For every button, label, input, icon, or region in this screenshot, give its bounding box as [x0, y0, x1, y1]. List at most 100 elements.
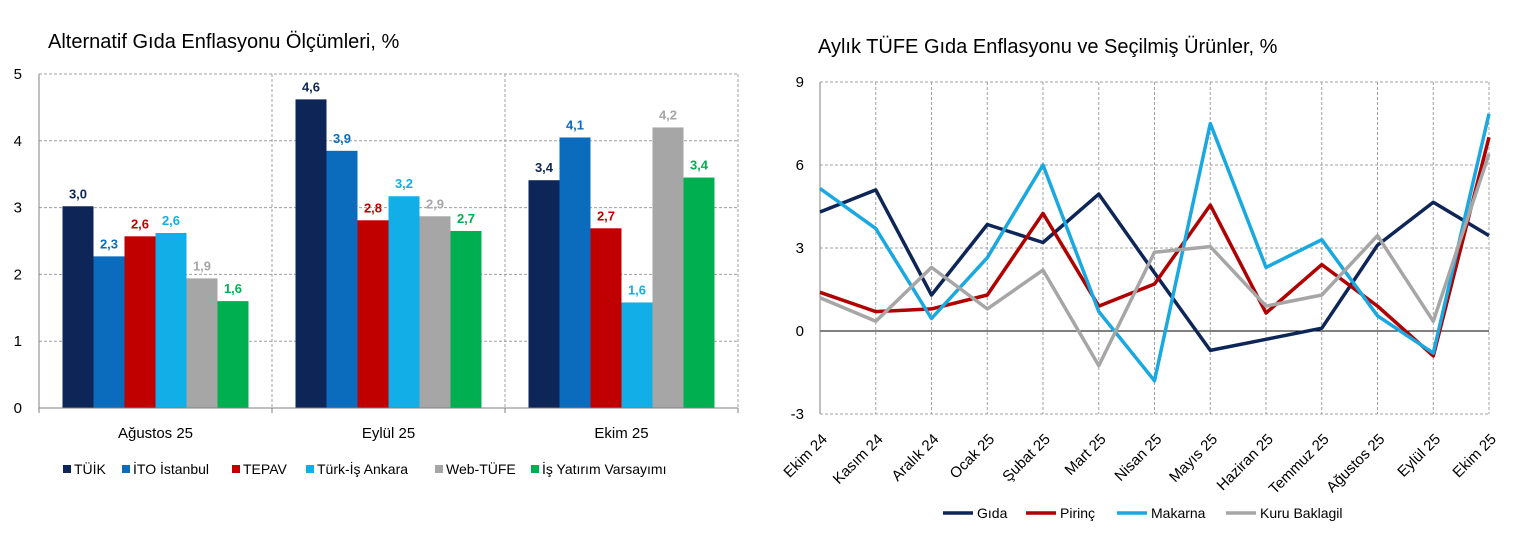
legend-swatch — [531, 465, 539, 473]
series-line-pirinc — [819, 136, 1491, 358]
legend-swatch — [232, 465, 240, 473]
legend-swatch — [306, 465, 314, 473]
legend-item-pirinc: Pirinç — [1026, 505, 1095, 521]
x-category-label: Temmuz 25 — [1266, 431, 1333, 498]
bar-is-yatirim-varsayimi-agustos-25 — [217, 301, 249, 408]
data-label: 3,2 — [395, 176, 413, 191]
data-label: 3,4 — [690, 158, 709, 173]
bar-tuik-eylul-25 — [295, 99, 327, 408]
legend-label: İş Yatırım Varsayımı — [542, 460, 666, 477]
y-tick-label: 0 — [14, 400, 22, 417]
line-chart-gridlines — [820, 81, 1490, 415]
bar-ito-istanbul-agustos-25 — [93, 256, 125, 408]
legend-label: Gıda — [977, 505, 1008, 521]
bar-ito-istanbul-eylul-25 — [326, 150, 358, 408]
bar-chart-y-axis: 0 1 2 3 4 5 — [14, 66, 40, 417]
legend-label: Pirinç — [1060, 505, 1095, 521]
x-category-label: Aralık 24 — [888, 431, 942, 485]
data-label: 3,9 — [333, 131, 351, 146]
x-category-label: Ocak 25 — [947, 431, 999, 483]
data-label: 2,3 — [100, 236, 118, 251]
line-chart-series — [818, 113, 1491, 383]
legend-item-web-tufe: Web-TÜFE — [435, 460, 516, 477]
legend-item-gida: Gıda — [943, 505, 1008, 521]
legend-swatch — [63, 465, 71, 473]
legend-item-kuru-baklagil: Kuru Baklagil — [1226, 505, 1343, 521]
bar-turk-is-ankara-agustos-25 — [155, 232, 187, 408]
y-tick-label: 2 — [14, 266, 22, 283]
x-category-label: Kasım 24 — [830, 431, 887, 488]
legend-item-turk-is-ankara: Türk-İş Ankara — [306, 460, 408, 477]
bar-turk-is-ankara-ekim-25 — [621, 302, 653, 408]
bar-chart-x-axis: Ağustos 25 Eylül 25 Ekim 25 — [38, 407, 739, 442]
x-category-label: Ağustos 25 — [1323, 431, 1388, 496]
legend-label: TÜİK — [74, 460, 107, 477]
bar-is-yatirim-varsayimi-ekim-25 — [683, 177, 715, 408]
data-label: 2,7 — [597, 208, 615, 223]
y-tick-label: 9 — [796, 74, 804, 91]
legend-swatch — [435, 465, 443, 473]
legend-label: TEPAV — [243, 461, 287, 477]
series-line-makarna — [818, 113, 1491, 383]
x-category-label: Ekim 25 — [1449, 431, 1499, 481]
data-label: 2,7 — [457, 211, 475, 226]
line-chart: Aylık TÜFE Gıda Enflasyonu ve Seçilmiş Ü… — [780, 36, 1499, 521]
data-label: 2,6 — [131, 216, 149, 231]
data-label: 1,6 — [628, 282, 646, 297]
legend-label: İTO İstanbul — [133, 460, 209, 477]
bar-web-tufe-eylul-25 — [419, 216, 451, 408]
legend-swatch — [122, 465, 130, 473]
y-tick-label: 6 — [796, 157, 804, 174]
data-label: 2,8 — [364, 200, 382, 215]
bar-chart: Alternatif Gıda Enflasyonu Ölçümleri, % … — [14, 31, 739, 477]
y-tick-label: 5 — [14, 66, 22, 83]
legend-item-ito-istanbul: İTO İstanbul — [122, 460, 209, 477]
data-label: 1,6 — [224, 281, 242, 296]
line-chart-y-axis: -3 0 3 6 9 — [791, 74, 821, 423]
y-tick-label: 4 — [14, 133, 22, 150]
bar-tuik-ekim-25 — [528, 180, 560, 408]
bar-chart-data-labels: 3,0 2,3 2,6 2,6 1,9 1,6 4,6 3,9 2,8 3,2 2,9 2,7 3,4 4… — [69, 79, 709, 297]
bar-chart-legend: TÜİK İTO İstanbul TEPAV Türk-İş Ankara Web-T… — [63, 460, 666, 477]
data-label: 3,4 — [535, 160, 554, 175]
line-chart-legend: Gıda Pirinç Makarna Kuru Baklagil — [943, 505, 1343, 521]
bar-chart-title: Alternatif Gıda Enflasyonu Ölçümleri, % — [48, 31, 399, 53]
data-label: 4,2 — [659, 107, 677, 122]
x-category-label: Ağustos 25 — [118, 425, 193, 442]
x-category-label: Ekim 25 — [594, 425, 648, 442]
data-label: 3,0 — [69, 186, 87, 201]
legend-label: Türk-İş Ankara — [317, 460, 408, 477]
legend-item-tuik: TÜİK — [63, 460, 107, 477]
series-line-gida — [819, 188, 1490, 353]
data-label: 2,6 — [162, 213, 180, 228]
x-category-label: Mayıs 25 — [1166, 431, 1221, 486]
x-category-label: Şubat 25 — [999, 431, 1053, 485]
x-category-label: Eylül 25 — [1394, 431, 1444, 481]
legend-label: Kuru Baklagil — [1260, 505, 1343, 521]
bar-tepav-eylul-25 — [357, 220, 389, 408]
legend-label: Makarna — [1151, 505, 1206, 521]
bar-tepav-agustos-25 — [124, 236, 156, 408]
line-chart-title: Aylık TÜFE Gıda Enflasyonu ve Seçilmiş Ü… — [818, 36, 1278, 58]
bar-web-tufe-agustos-25 — [186, 278, 218, 408]
legend-item-makarna: Makarna — [1117, 505, 1206, 521]
x-category-label: Mart 25 — [1062, 431, 1110, 479]
bar-ito-istanbul-ekim-25 — [559, 137, 591, 408]
y-tick-label: -3 — [791, 406, 804, 423]
series-line-kuru-baklagil — [819, 153, 1491, 368]
y-tick-label: 0 — [796, 323, 804, 340]
data-label: 1,9 — [193, 258, 211, 273]
data-label: 2,9 — [426, 196, 444, 211]
bar-tuik-agustos-25 — [62, 206, 94, 408]
x-category-label: Eylül 25 — [362, 425, 415, 442]
y-tick-label: 3 — [796, 240, 804, 257]
legend-item-is-yatirim-varsayimi: İş Yatırım Varsayımı — [531, 460, 666, 477]
legend-label: Web-TÜFE — [446, 460, 516, 477]
bar-turk-is-ankara-eylul-25 — [388, 196, 420, 408]
x-category-label: Ekim 24 — [780, 431, 830, 481]
legend-item-tepav: TEPAV — [232, 461, 287, 477]
y-tick-label: 1 — [14, 333, 22, 350]
